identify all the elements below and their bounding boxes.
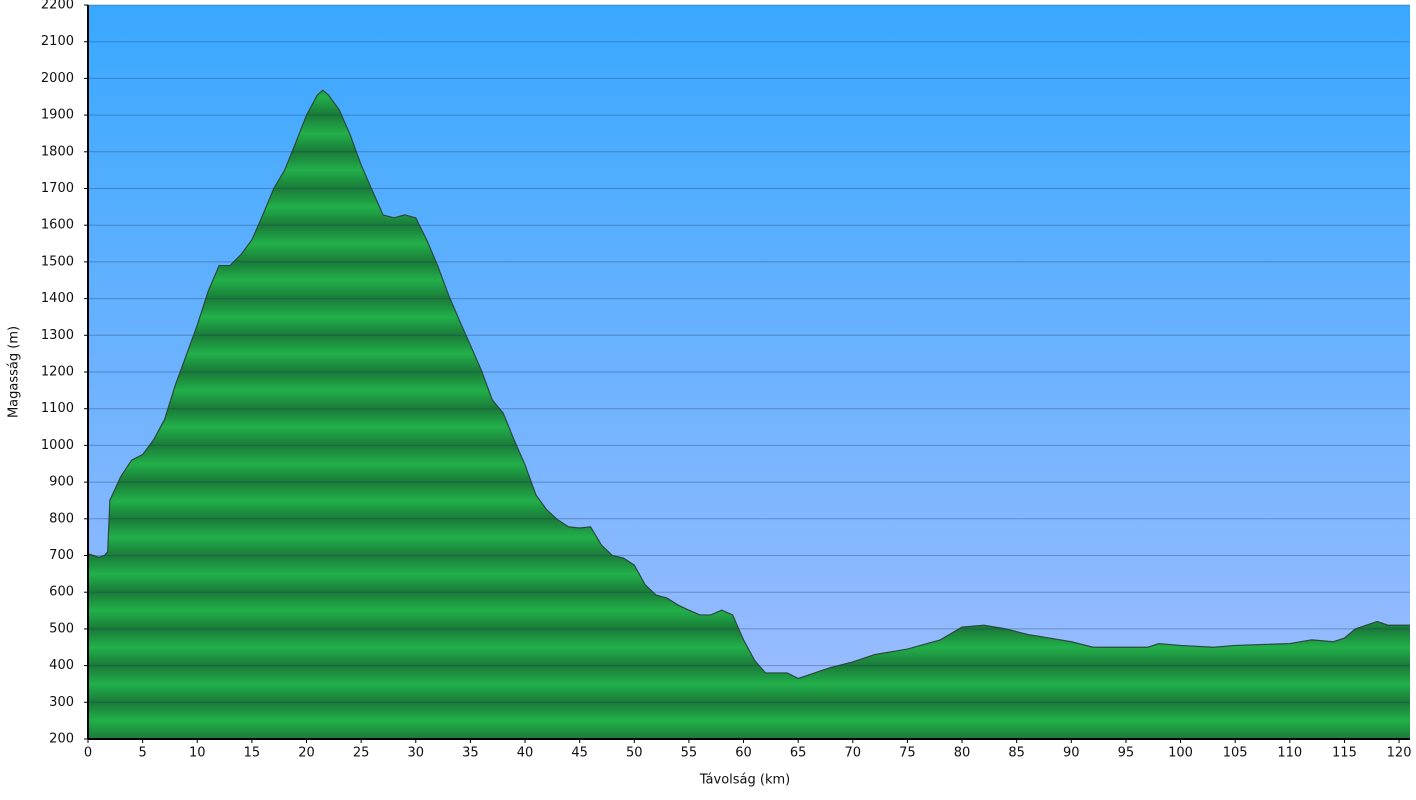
x-tick-label: 70 [845, 746, 862, 761]
y-tick-label: 600 [49, 585, 74, 600]
y-tick-label: 1000 [41, 438, 74, 453]
y-tick-label: 1800 [41, 144, 74, 159]
x-tick-label: 10 [189, 746, 206, 761]
x-tick-label: 100 [1168, 746, 1193, 761]
x-tick-label: 25 [353, 746, 370, 761]
x-tick-label: 20 [298, 746, 315, 761]
x-tick-label: 115 [1332, 746, 1357, 761]
y-tick-label: 1300 [41, 328, 74, 343]
y-tick-label: 700 [49, 548, 74, 563]
x-tick-label: 40 [517, 746, 534, 761]
x-tick-label: 90 [1063, 746, 1080, 761]
x-tick-label: 60 [735, 746, 752, 761]
x-tick-label: 85 [1008, 746, 1025, 761]
y-tick-label: 1600 [41, 218, 74, 233]
y-axis-label: Magasság (m) [7, 326, 22, 418]
x-tick-label: 95 [1118, 746, 1135, 761]
x-tick-label: 65 [790, 746, 807, 761]
y-tick-label: 800 [49, 511, 74, 526]
y-tick-label: 2000 [41, 71, 74, 86]
x-axis-label: Távolság (km) [699, 773, 790, 788]
plot-area [87, 4, 1410, 740]
x-tick-label: 110 [1277, 746, 1302, 761]
y-tick-label: 500 [49, 621, 74, 636]
y-tick-label: 1200 [41, 365, 74, 380]
elevation-line [87, 89, 1410, 680]
x-tick-label: 75 [899, 746, 916, 761]
x-tick-label: 105 [1223, 746, 1248, 761]
x-tick-label: 50 [626, 746, 643, 761]
x-tick-label: 5 [138, 746, 146, 761]
x-tick-label: 30 [407, 746, 424, 761]
x-tick-label: 15 [244, 746, 261, 761]
x-tick-label: 35 [462, 746, 479, 761]
y-tick-label: 2100 [41, 34, 74, 49]
y-tick-label: 300 [49, 695, 74, 710]
x-tick-label: 80 [954, 746, 971, 761]
y-tick-label: 400 [49, 658, 74, 673]
y-tick-label: 1500 [41, 254, 74, 269]
y-tick-label: 1100 [41, 401, 74, 416]
elevation-area [88, 90, 1410, 740]
y-tick-label: 1700 [41, 181, 74, 196]
x-tick-label: 0 [84, 746, 92, 761]
y-tick-label: 200 [49, 732, 74, 747]
x-tick-label: 120 [1387, 746, 1412, 761]
y-tick-label: 1400 [41, 291, 74, 306]
y-tick-label: 1900 [41, 108, 74, 123]
y-tick-label: 900 [49, 475, 74, 490]
x-tick-label: 45 [571, 746, 588, 761]
y-tick-label: 2200 [41, 0, 74, 13]
x-tick-label: 55 [681, 746, 698, 761]
